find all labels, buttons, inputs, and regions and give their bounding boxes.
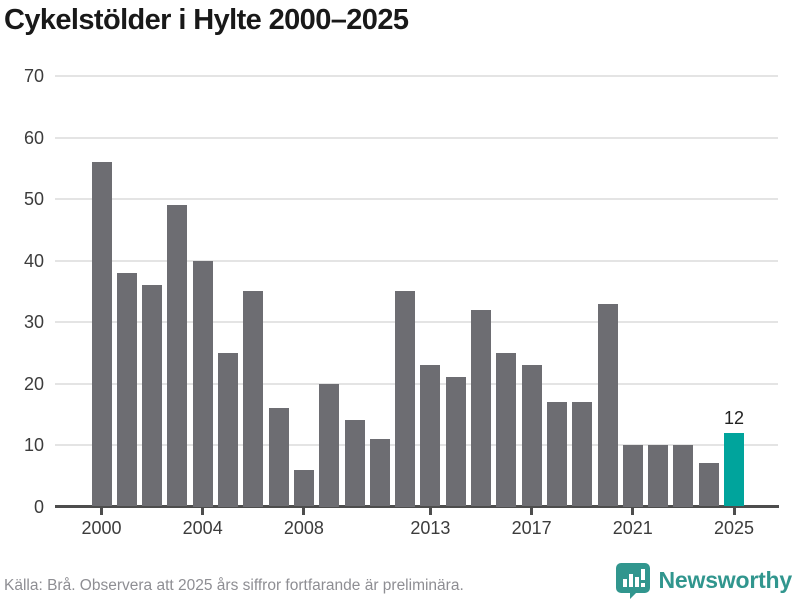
bar-2006 [243,291,264,507]
bar-2002 [142,285,163,507]
bar-2004 [192,260,213,507]
x-tick-label: 2004 [182,517,223,538]
newsworthy-logo-icon [615,563,650,599]
bar-2020 [597,303,618,507]
bar-2009 [319,383,340,507]
gridline [55,259,778,262]
x-axis-line [55,505,779,508]
x-tick [530,508,534,515]
bar-2017 [521,365,542,507]
bar-2005 [218,352,238,507]
x-tick [631,508,635,515]
source-note: Källa: Brå. Observera att 2025 års siffr… [4,577,464,594]
x-tick [428,508,432,515]
y-tick-label: 50 [23,189,44,209]
brand-name: Newsworthy [658,567,793,593]
highlight-value-label: 12 [723,407,745,428]
x-tick-label: 2013 [410,517,451,538]
x-tick [302,508,306,515]
gridline [55,75,778,77]
gridline [55,444,778,446]
y-tick-label: 10 [23,435,44,455]
y-tick-label: 70 [23,66,44,86]
bar-2001 [116,272,137,507]
x-tick-label: 2000 [81,517,122,538]
x-tick-label: 2008 [283,517,324,538]
x-tick [100,508,103,515]
bar-2008 [293,469,314,507]
bar-2025 [724,432,744,507]
bar-2023 [673,445,694,507]
bar-2016 [496,352,517,507]
bar-2013 [420,365,441,507]
bar-2015 [471,309,491,507]
bar-2012 [395,291,416,507]
y-tick-label: 20 [23,373,44,394]
bar-2021 [622,445,643,507]
bar-2010 [344,420,365,507]
bar-2019 [572,401,593,507]
gridline [55,136,778,139]
x-tick [201,508,205,515]
bar-2000 [91,162,112,507]
page-title: Cykelstölder i Hylte 2000–2025 [4,4,409,36]
bar-2024 [698,463,719,507]
bar-2007 [268,408,289,507]
y-tick-label: 30 [23,312,44,332]
gridline [55,382,778,385]
x-tick-label: 2021 [612,517,653,538]
y-tick-label: 0 [33,496,44,517]
x-tick-label: 2017 [511,517,552,538]
y-tick-label: 40 [23,250,44,271]
gridline [55,198,778,200]
bar-2022 [648,445,669,507]
bar-2003 [167,205,188,507]
bar-2014 [445,377,466,507]
x-tick-label: 2025 [713,517,755,538]
gridline [55,321,778,323]
y-tick-label: 60 [23,127,44,148]
bar-2018 [546,401,567,507]
x-tick [732,508,736,515]
bar-2011 [369,438,390,507]
newsworthy-branding: Newsworthy [615,562,792,599]
